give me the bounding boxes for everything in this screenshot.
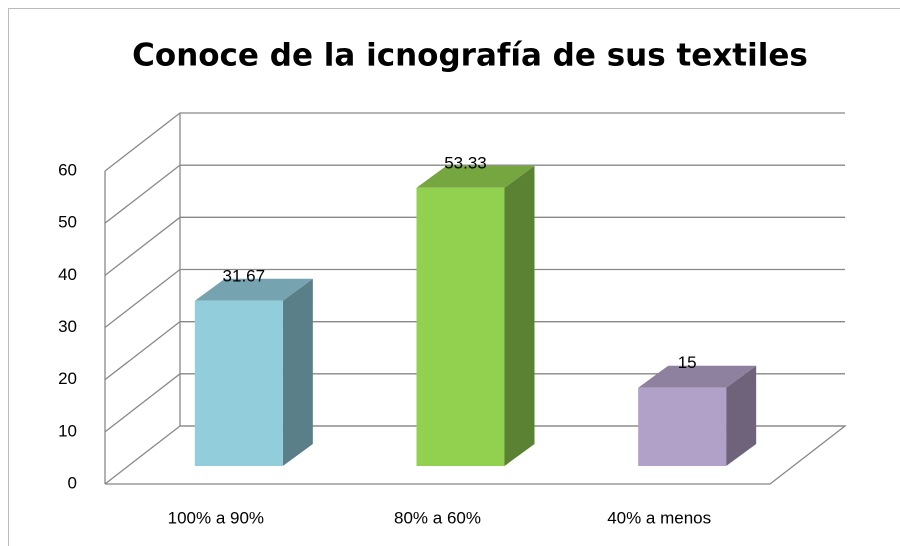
y-tick-label: 10 [58,421,77,440]
y-tick-label: 0 [68,473,77,492]
y-tick-label: 50 [58,213,77,232]
y-tick-label: 40 [58,265,77,284]
grid-line [104,216,845,276]
data-label: 15 [678,353,697,372]
bar-side [726,365,757,466]
bar-side [504,165,535,466]
y-tick-label: 60 [58,160,77,179]
grid-line [104,164,845,224]
grid-line [104,268,845,329]
bar-side [282,278,313,466]
chart-title: Conoce de la icnografía de sus textiles [132,38,808,74]
grid-line [104,425,845,485]
bar [416,187,505,466]
chart-border [8,8,900,546]
data-label: 31.67 [223,266,266,285]
bar-top [416,165,535,188]
y-tick-label: 30 [58,317,77,336]
bar [638,387,727,466]
x-tick-label: 40% a menos [607,508,711,527]
x-tick-label: 80% a 60% [394,508,481,527]
bar-top [638,365,757,388]
grid-line [104,321,845,381]
grid-line [104,373,845,433]
bar-top [194,278,313,301]
data-label: 53.33 [444,153,487,172]
y-tick-label: 20 [58,369,77,388]
bar [194,300,283,466]
x-tick-label: 100% a 90% [168,508,264,527]
grid-line [104,112,845,172]
